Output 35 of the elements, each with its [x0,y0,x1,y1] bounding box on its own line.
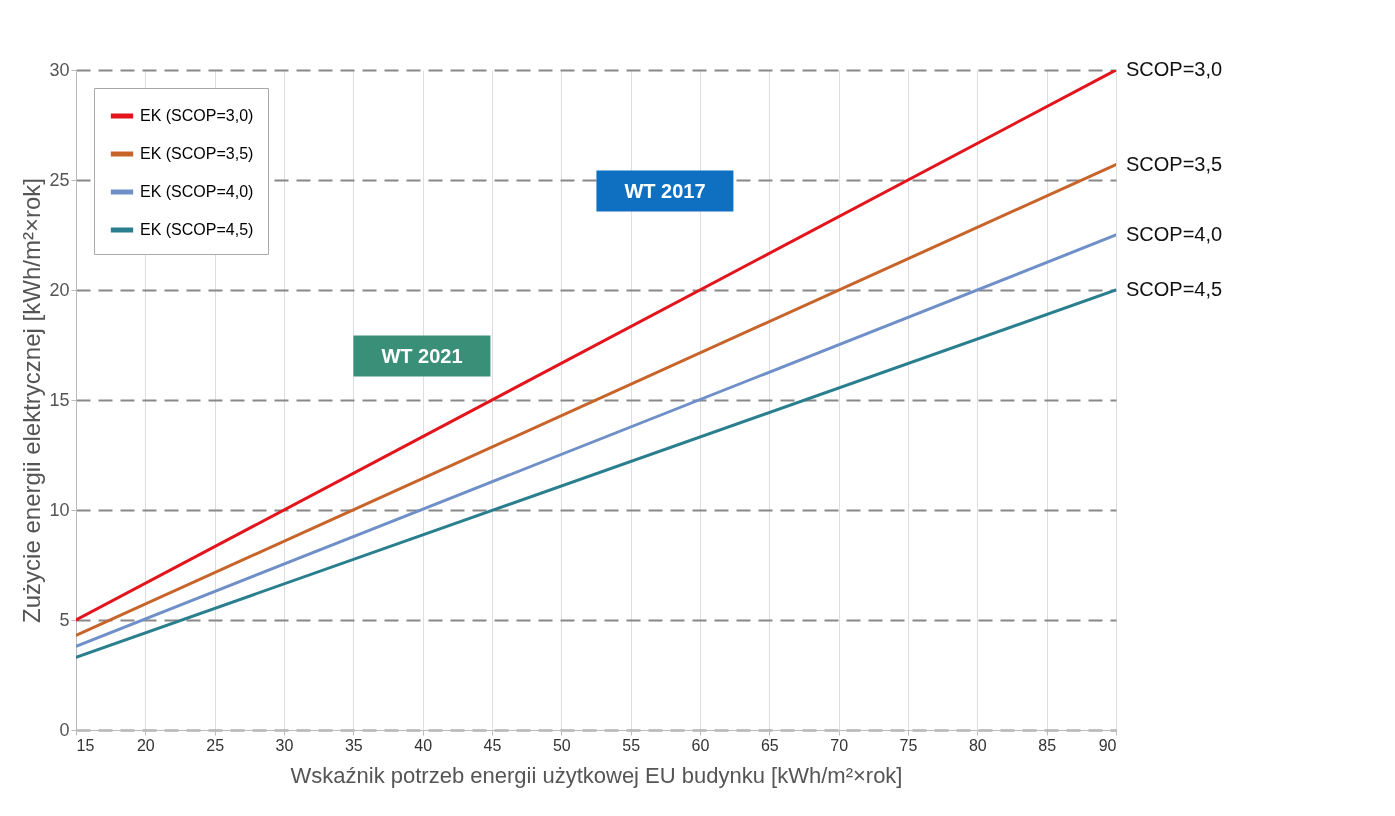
x-tick-label: 80 [968,736,987,754]
annotation: WT 2021 [353,335,491,377]
x-tick-label: 25 [206,736,225,754]
legend-label: EK (SCOP=4,0) [140,183,254,200]
x-tick-label: 85 [1038,736,1057,754]
x-tick-label: 65 [760,736,779,754]
x-tick-label: 15 [76,736,95,754]
x-tick-label: 60 [691,736,710,754]
x-tick-label: 20 [136,736,155,754]
text: SCOP=3,0 [1126,58,1223,80]
text: SCOP=4,0 [1126,223,1223,245]
x-tick-label: 35 [344,736,363,754]
y-tick-label: 5 [59,609,70,630]
annotation: WT 2017 [596,170,734,212]
x-tick-label: 50 [552,736,571,754]
legend-label: EK (SCOP=3,0) [140,107,254,124]
x-tick-label: 70 [830,736,849,754]
x-tick-label: 30 [275,736,294,754]
y-tick-label: 30 [49,59,70,80]
x-tick-label: 40 [414,736,433,754]
y-tick-label: 20 [49,279,70,300]
x-tick-label: 55 [622,736,641,754]
y-tick-label: 0 [59,719,70,740]
text: SCOP=4,5 [1126,278,1223,300]
y-axis-title: Zużycie energii elektrycznej [kWh/m²×rok] [18,178,46,623]
x-tick-label: 45 [483,736,502,754]
y-tick-label: 10 [49,499,70,520]
y-tick-label: 15 [49,389,70,410]
y-tick-label: 25 [49,169,70,190]
x-tick-label: 75 [899,736,918,754]
text: SCOP=3,5 [1126,152,1223,175]
legend-label: EK (SCOP=4,5) [140,221,254,238]
legend-label: EK (SCOP=3,5) [140,145,254,162]
x-axis-title: Wskaźnik potrzeb energii użytkowej EU budynku [kWh/m²×rok] [290,762,903,788]
x-tick-label: 90 [1098,736,1117,754]
